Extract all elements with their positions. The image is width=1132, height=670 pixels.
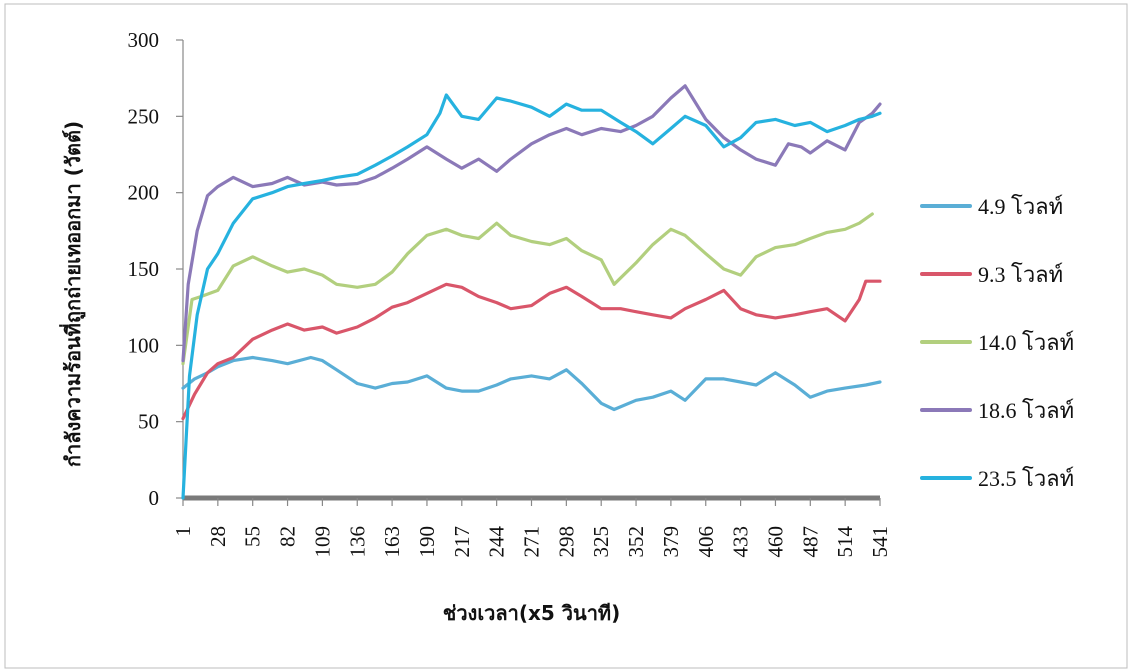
x-tick-label: 136 [345, 526, 369, 558]
legend-label-4: 18.6 โวลท์ [978, 398, 1074, 423]
series-line-4 [181, 84, 882, 363]
x-tick-label: 1 [171, 526, 195, 537]
series-lines [181, 84, 882, 500]
y-tick-label: 150 [128, 257, 160, 281]
y-tick-label: 0 [149, 486, 160, 510]
x-tick-label: 460 [763, 526, 787, 558]
legend-label-3: 14.0 โวลท์ [978, 330, 1074, 355]
x-axis-title: ช่วงเวลา(x5 วินาที) [443, 601, 621, 625]
chart-border [4, 3, 1128, 669]
series-line-1 [181, 355, 882, 412]
x-tick-label: 514 [833, 526, 857, 558]
x-tick-label: 190 [415, 526, 439, 558]
x-tick-label: 244 [485, 526, 509, 558]
x-tick-label: 55 [241, 526, 265, 547]
x-tick-label: 271 [520, 526, 544, 558]
x-tick-label: 163 [380, 526, 404, 558]
x-tick-label: 541 [868, 526, 892, 558]
x-tick-label: 487 [798, 526, 822, 558]
legend-label-2: 9.3 โวลท์ [978, 262, 1063, 287]
x-tick-label: 217 [450, 526, 474, 558]
y-tick-label: 200 [128, 181, 160, 205]
x-tick-label: 28 [206, 526, 230, 547]
x-tick-label: 406 [694, 526, 718, 558]
y-tick-label: 250 [128, 104, 160, 128]
x-tick-label: 352 [624, 526, 648, 558]
x-tick-label: 298 [554, 526, 578, 558]
y-axis-title: กำลังความร้อนที่ถูกถ่ายเทออกมา (วัตต์) [58, 121, 87, 467]
legend-label-5: 23.5 โวลท์ [978, 466, 1074, 491]
y-tick-label: 50 [138, 410, 159, 434]
axes: 0 50 100 150 200 250 300 1 28 55 82 109 136 163 190 217… [128, 28, 893, 558]
series-line-2 [181, 279, 882, 421]
x-tick-label: 433 [729, 526, 753, 558]
legend: 4.9 โวลท์ 9.3 โวลท์ 14.0 โวลท์ 18.6 โวลท์ 23… [920, 194, 1074, 491]
series-line-5 [181, 93, 882, 500]
x-tick-label: 379 [659, 526, 683, 558]
y-tick-label: 300 [128, 28, 160, 52]
x-tick-label: 325 [589, 526, 613, 558]
x-tick-label: 82 [276, 526, 300, 547]
legend-label-1: 4.9 โวลท์ [978, 194, 1063, 219]
series-line-3 [181, 212, 874, 366]
x-tick-label: 109 [310, 526, 334, 558]
y-tick-label: 100 [128, 333, 160, 357]
